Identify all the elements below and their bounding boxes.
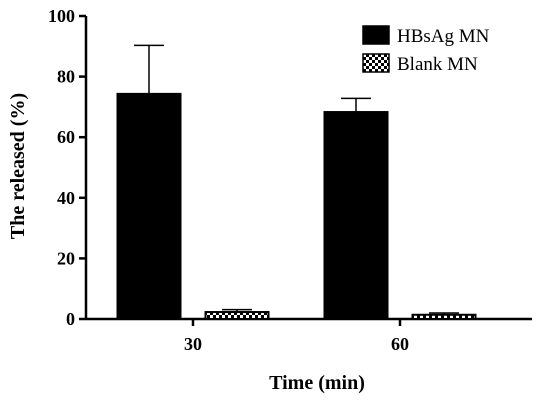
bar-blank-mn-60 [411, 313, 477, 320]
legend: HBsAg MN Blank MN [362, 25, 490, 75]
y-tick-label: 100 [48, 6, 75, 26]
x-axis-title: Time (min) [269, 372, 365, 394]
bar-hbsag-mn-30 [116, 92, 182, 320]
y-tick-label: 60 [57, 127, 75, 147]
y-tick-label: 80 [57, 67, 75, 87]
legend-swatch [362, 25, 390, 45]
legend-label: Blank MN [397, 54, 478, 75]
y-tick-label: 40 [57, 188, 75, 208]
bar-blank-mn-30 [204, 311, 270, 321]
plot-area: 0 20 40 60 80 100 30 60 [48, 6, 532, 354]
x-tick-label: 60 [391, 334, 409, 354]
legend-swatch [362, 53, 390, 73]
y-tick-label: 20 [57, 248, 75, 268]
y-tick-label: 0 [66, 309, 75, 329]
legend-label: HBsAg MN [397, 26, 490, 47]
x-tick-label: 30 [184, 334, 202, 354]
bar-hbsag-mn-60 [323, 111, 389, 321]
y-axis-title: The released (%) [7, 93, 29, 239]
